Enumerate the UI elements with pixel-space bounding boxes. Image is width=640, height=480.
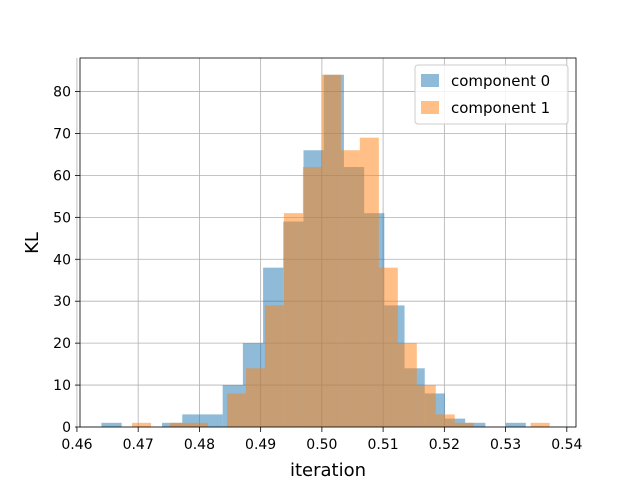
- histogram-bar: [283, 213, 303, 427]
- y-tick-label: 0: [62, 420, 71, 436]
- histogram-bar: [245, 368, 265, 427]
- histogram-bar: [397, 343, 417, 427]
- y-tick-label: 30: [53, 294, 71, 310]
- histogram-bar: [505, 422, 526, 427]
- y-tick-label: 80: [53, 85, 71, 101]
- y-tick-label: 40: [53, 252, 71, 268]
- histogram-bar: [340, 150, 360, 427]
- y-tick-label: 70: [53, 126, 71, 142]
- y-axis-label: KL: [22, 232, 43, 254]
- y-tick-label: 60: [53, 168, 71, 184]
- histogram-bar: [302, 167, 322, 428]
- histogram-bar: [226, 393, 246, 427]
- y-axis: 0 10 20 30 40 50 60 70 80: [53, 85, 80, 436]
- x-tick-label: 0.49: [245, 437, 276, 453]
- histogram-bar: [188, 422, 208, 427]
- x-tick-label: 0.50: [306, 437, 337, 453]
- histogram-bar: [435, 414, 455, 427]
- histogram-bar: [321, 74, 341, 427]
- x-tick-label: 0.48: [184, 437, 215, 453]
- histogram-bar: [416, 385, 436, 427]
- histogram-bar: [101, 422, 122, 427]
- legend-box: [414, 64, 569, 125]
- x-axis-label: iteration: [290, 460, 366, 480]
- legend-label: component 1: [451, 99, 550, 117]
- legend-label: component 0: [451, 72, 550, 90]
- y-tick-label: 50: [53, 210, 71, 226]
- histogram-bar: [170, 422, 189, 427]
- x-axis: 0.46 0.47 0.48 0.49 0.50 0.51 0.52 0.53 0.54: [61, 427, 582, 453]
- series-1-bars: [132, 74, 550, 428]
- x-tick-label: 0.46: [61, 437, 92, 453]
- histogram-bar: [530, 422, 550, 427]
- y-tick-label: 20: [53, 336, 71, 352]
- plot-frame: [79, 57, 577, 428]
- series-bars: [101, 74, 550, 428]
- histogram-bar: [378, 267, 398, 427]
- legend: component 0 component 1: [414, 64, 569, 125]
- y-tick-label: 10: [53, 378, 71, 394]
- x-tick-label: 0.52: [429, 437, 460, 453]
- x-tick-label: 0.53: [490, 437, 521, 453]
- histogram-bar: [454, 422, 474, 427]
- legend-swatch: [421, 74, 439, 87]
- x-tick-label: 0.47: [123, 437, 154, 453]
- histogram-bar: [465, 422, 486, 427]
- histogram-bar: [264, 305, 284, 427]
- legend-swatch: [421, 101, 439, 114]
- histogram-bar: [132, 422, 152, 427]
- histogram-bar: [359, 137, 379, 427]
- x-tick-label: 0.54: [551, 437, 582, 453]
- x-tick-label: 0.51: [368, 437, 399, 453]
